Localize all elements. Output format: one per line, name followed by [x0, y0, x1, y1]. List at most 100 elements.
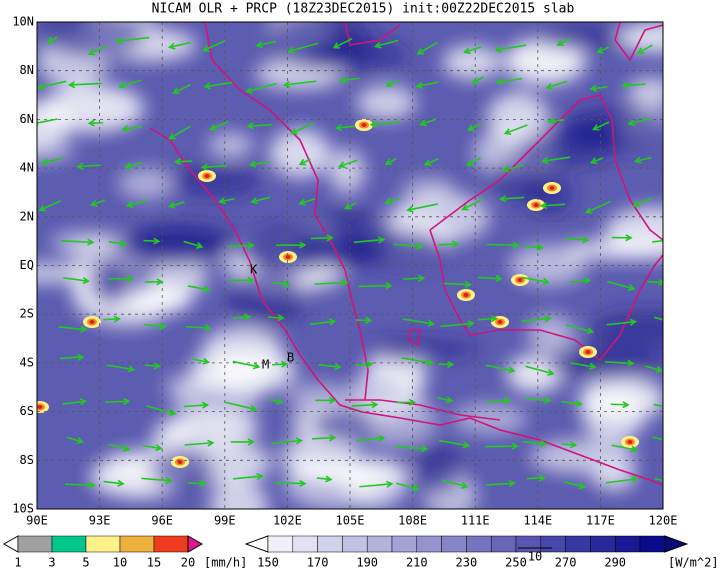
- wind-arrow: [114, 36, 150, 45]
- lon-label: 114E: [523, 514, 552, 528]
- wind-arrow: [67, 81, 102, 89]
- wind-arrow: [416, 41, 438, 55]
- legend-swatch: [490, 535, 517, 553]
- legend-swatch: [614, 535, 641, 553]
- wind-arrow: [255, 40, 277, 49]
- wind-arrow: [142, 444, 163, 452]
- wind-arrow: [632, 197, 653, 208]
- wind-arrow: [246, 122, 273, 130]
- wind-arrow: [438, 360, 455, 368]
- wind-arrow: [298, 158, 311, 166]
- legend-swatch: [416, 535, 442, 553]
- wind-arrow: [652, 436, 663, 441]
- cloud-dark: [127, 222, 236, 260]
- wind-arrow: [351, 401, 379, 409]
- wind-arrow: [230, 438, 256, 446]
- wind-arrow: [610, 401, 630, 409]
- wind-arrow: [546, 117, 565, 125]
- cloud-dark: [365, 338, 479, 360]
- wind-arrow: [124, 161, 143, 170]
- precip-cell: [517, 278, 523, 282]
- wind-arrow: [318, 363, 342, 371]
- wind-arrow: [315, 396, 337, 404]
- wind-arrow: [141, 476, 173, 484]
- cloud: [627, 77, 663, 107]
- wind-arrow: [108, 443, 131, 452]
- wind-arrow: [168, 125, 191, 140]
- precip-cell: [627, 440, 633, 444]
- wind-arrow: [310, 234, 334, 242]
- wind-arrow: [556, 38, 571, 46]
- wind-arrow: [185, 324, 212, 332]
- wind-arrow: [569, 277, 592, 285]
- wind-arrow: [495, 77, 523, 86]
- precip-cell: [361, 123, 367, 127]
- wind-arrow: [526, 474, 547, 482]
- wind-arrow: [173, 157, 193, 166]
- wind-arrow: [384, 158, 397, 165]
- legend-swatch: [366, 535, 393, 553]
- lon-label: 99E: [214, 514, 236, 528]
- wind-arrow: [272, 280, 291, 288]
- wind-arrow: [653, 403, 663, 407]
- wind-arrow: [524, 243, 545, 251]
- legend-triangle: [664, 535, 689, 553]
- wind-arrow: [332, 37, 353, 49]
- legend-triangle: [187, 535, 204, 553]
- wind-arrow: [145, 405, 177, 416]
- lon-label: 102E: [273, 514, 302, 528]
- lon-label: 120E: [649, 514, 678, 528]
- legend-swatch: [540, 535, 566, 553]
- olr-legend-label: 290: [604, 556, 626, 570]
- cloud-dark: [538, 25, 624, 51]
- lat-label: 4N: [20, 161, 34, 175]
- wind-arrow: [104, 397, 131, 405]
- legend-triangle: [2, 535, 19, 553]
- wind-arrow: [224, 401, 258, 412]
- wind-arrow: [353, 236, 386, 244]
- lon-label: 93E: [89, 514, 111, 528]
- wind-arrow: [607, 280, 636, 292]
- legend-swatch: [342, 535, 368, 553]
- wind-arrow: [461, 198, 484, 211]
- olr-legend-label: 150: [257, 556, 279, 570]
- wind-arrow: [233, 313, 252, 321]
- olr-legend-label: 270: [555, 556, 577, 570]
- wind-arrow: [415, 81, 439, 89]
- wind-arrow: [355, 316, 373, 324]
- coastline: [614, 22, 663, 62]
- wind-arrow: [309, 318, 337, 326]
- lat-label: 6N: [20, 112, 34, 126]
- lat-label: EQ: [20, 258, 34, 272]
- wind-arrow: [402, 318, 436, 327]
- cloud: [505, 41, 584, 78]
- precip-legend-label: 20: [181, 556, 195, 570]
- wind-arrow: [606, 318, 638, 326]
- wind-arrow: [611, 444, 639, 453]
- coastline: [345, 399, 501, 421]
- wind-arrow: [406, 203, 438, 213]
- lat-label: 10N: [12, 15, 34, 29]
- wind-arrow: [287, 42, 319, 54]
- wind-arrow: [373, 39, 399, 49]
- wind-arrow: [359, 480, 394, 488]
- wind-arrow: [466, 157, 482, 166]
- wind-arrow: [653, 316, 663, 321]
- wind-arrow: [570, 362, 597, 370]
- precip-legend: 1 3 5 10 15 20: [2, 535, 204, 570]
- wind-arrow: [201, 40, 226, 52]
- cloud: [169, 409, 260, 448]
- wind-arrow: [312, 434, 337, 442]
- cloud-dark: [228, 269, 304, 328]
- lat-label: 10S: [12, 502, 34, 516]
- wind-arrow: [66, 436, 84, 444]
- legend-swatch: [639, 535, 666, 553]
- wind-arrow: [652, 239, 663, 243]
- wind-arrow: [647, 278, 663, 286]
- cloud-dark: [167, 164, 262, 198]
- precip-legend-label: 15: [147, 556, 161, 570]
- wind-arrow: [358, 282, 393, 290]
- wind-arrow: [396, 482, 420, 492]
- precip-legend-label: 5: [82, 556, 89, 570]
